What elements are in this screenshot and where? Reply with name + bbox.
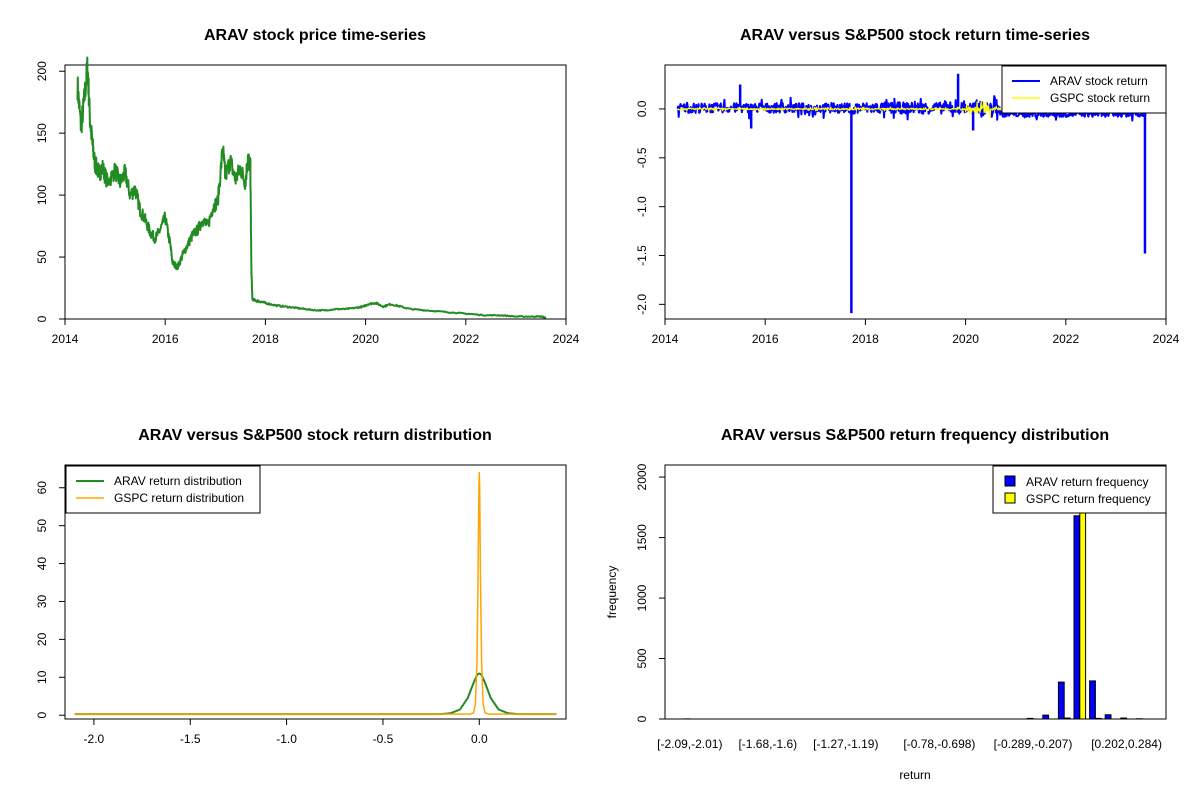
gspc-frequency-bar xyxy=(1094,717,1102,720)
legend-label-arav: ARAV return distribution xyxy=(114,474,242,488)
legend-box xyxy=(1001,65,1167,114)
x-tick-label: 2024 xyxy=(553,332,580,346)
x-category-label: [-1.27,-1.19) xyxy=(813,737,878,751)
legend-label-arav: ARAV return frequency xyxy=(1026,475,1149,489)
y-tick-label: 0 xyxy=(35,712,49,719)
y-tick-label: 0.0 xyxy=(635,100,649,117)
plot-frame xyxy=(64,64,567,320)
x-tick-label: 2022 xyxy=(452,332,479,346)
y-tick-label: 20 xyxy=(35,632,49,646)
y-tick-label: 200 xyxy=(35,61,49,81)
x-axis: 2014 2016 2018 2020 2022 2024 xyxy=(652,318,1180,346)
arav-frequency-bar xyxy=(1120,717,1128,720)
legend-swatch-gspc xyxy=(1004,492,1016,504)
x-tick-label: 2016 xyxy=(152,332,179,346)
y-tick-label: 1000 xyxy=(635,584,649,611)
y-tick-label: 50 xyxy=(35,250,49,264)
x-category-label: [-2.09,-2.01) xyxy=(657,737,722,751)
x-category-label: [0.202,0.284) xyxy=(1091,737,1162,751)
plot-area xyxy=(76,56,547,319)
arav-frequency-bar xyxy=(1057,681,1065,720)
y-tick-label: 10 xyxy=(35,670,49,684)
y-tick-label: 500 xyxy=(635,648,649,668)
x-tick-label: -0.5 xyxy=(373,732,394,746)
x-tick-label: 2018 xyxy=(252,332,279,346)
gspc-density-line xyxy=(74,471,557,715)
x-tick-label: 2020 xyxy=(952,332,979,346)
chart-title: ARAV stock price time-series xyxy=(204,27,426,44)
arav-frequency-bar xyxy=(1073,515,1081,720)
legend: ARAV stock return GSPC stock return xyxy=(1001,65,1167,114)
legend-label-gspc: GSPC return frequency xyxy=(1026,492,1151,506)
arav-frequency-bar xyxy=(1042,714,1050,720)
y-tick-label: 100 xyxy=(35,185,49,205)
legend-swatch-arav xyxy=(1004,475,1016,487)
y-axis-label: frequency xyxy=(605,566,619,619)
y-axis: 0 10 20 30 40 50 60 xyxy=(35,481,66,719)
x-tick-label: 0.0 xyxy=(471,732,488,746)
arav-frequency-bar xyxy=(1089,680,1096,720)
x-tick-label: 2020 xyxy=(352,332,379,346)
gspc-frequency-bar xyxy=(1063,717,1071,720)
legend-label-gspc: GSPC stock return xyxy=(1050,91,1150,105)
y-tick-label: -2.0 xyxy=(635,294,649,315)
legend: ARAV return distribution GSPC return dis… xyxy=(65,465,261,514)
panel-price-timeseries: ARAV stock price time-series 2014 2016 201… xyxy=(35,27,579,346)
chart-title: ARAV versus S&P500 stock return time-ser… xyxy=(740,27,1090,44)
plot-area xyxy=(74,471,557,716)
x-tick-label: 2018 xyxy=(852,332,879,346)
y-tick-label: 50 xyxy=(35,519,49,533)
x-tick-label: -1.5 xyxy=(180,732,201,746)
x-axis-label: return xyxy=(899,768,930,782)
legend-label-arav: ARAV stock return xyxy=(1050,74,1148,88)
x-category-label: [-0.78,-0.698) xyxy=(903,737,975,751)
y-tick-label: -0.5 xyxy=(635,147,649,168)
legend-label-gspc: GSPC return distribution xyxy=(114,491,244,505)
x-axis: -2.0 -1.5 -1.0 -0.5 0.0 xyxy=(84,718,488,746)
panel-return-distribution: ARAV versus S&P500 stock return distribu… xyxy=(35,427,567,746)
y-axis: 0 50 100 150 200 xyxy=(35,61,66,322)
plot-area xyxy=(683,464,1143,720)
x-axis: 2014 2016 2018 2020 2022 2024 xyxy=(52,318,580,346)
y-tick-label: 0 xyxy=(635,715,649,722)
y-tick-label: -1.0 xyxy=(635,196,649,217)
gspc-frequency-bar xyxy=(1079,464,1087,720)
x-tick-label: 2014 xyxy=(52,332,79,346)
panel-return-timeseries: ARAV versus S&P500 stock return time-ser… xyxy=(635,27,1179,346)
price-line xyxy=(76,56,547,319)
x-tick-label: -1.0 xyxy=(276,732,297,746)
x-tick-label: 2024 xyxy=(1153,332,1180,346)
plot-area xyxy=(676,73,1147,314)
y-tick-label: 40 xyxy=(35,557,49,571)
y-tick-label: 1500 xyxy=(635,524,649,551)
y-tick-label: 0 xyxy=(35,315,49,322)
x-tick-label: 2016 xyxy=(752,332,779,346)
legend-box xyxy=(992,465,1167,514)
x-tick-label: -2.0 xyxy=(84,732,105,746)
arav-frequency-bar xyxy=(1104,714,1112,720)
y-axis: 0 500 1000 1500 2000 xyxy=(635,463,666,722)
legend-box xyxy=(65,465,261,514)
y-tick-label: -1.5 xyxy=(635,245,649,266)
legend: ARAV return frequency GSPC return freque… xyxy=(992,465,1167,514)
x-axis: [-2.09,-2.01) [-1.68,-1.6) [-1.27,-1.19) [-… xyxy=(657,737,1162,751)
arav-return-line xyxy=(676,95,1147,122)
y-tick-label: 60 xyxy=(35,481,49,495)
y-tick-label: 2000 xyxy=(635,463,649,490)
x-category-label: [-0.289,-0.207) xyxy=(994,737,1073,751)
y-tick-label: 30 xyxy=(35,594,49,608)
arav-frequency-bar xyxy=(1026,717,1034,720)
chart-title: ARAV versus S&P500 return frequency dist… xyxy=(721,427,1109,444)
chart-title: ARAV versus S&P500 stock return distribu… xyxy=(138,427,492,444)
x-tick-label: 2022 xyxy=(1052,332,1079,346)
x-category-label: [-1.68,-1.6) xyxy=(738,737,797,751)
x-tick-label: 2014 xyxy=(652,332,679,346)
y-axis: 0.0 -0.5 -1.0 -1.5 -2.0 xyxy=(635,100,666,315)
y-tick-label: 150 xyxy=(35,123,49,143)
panel-return-frequency: ARAV versus S&P500 return frequency dist… xyxy=(605,427,1167,782)
